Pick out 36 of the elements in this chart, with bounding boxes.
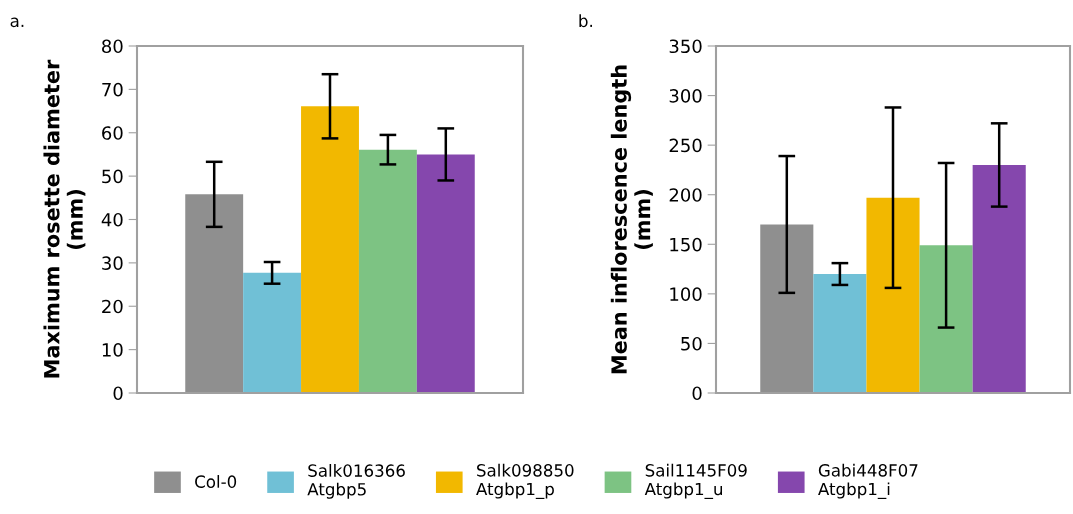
legend-label: Sail1145F09 Atgbp1_u: [644, 463, 747, 499]
y-tick-label: 30: [102, 256, 123, 270]
chart-title: b.: [579, 14, 593, 28]
y-tick-label: 60: [102, 126, 123, 140]
legend-label: Salk098850 Atgbp1_p: [476, 463, 574, 499]
bar: [416, 154, 475, 393]
bar: [866, 197, 920, 393]
y-tick-label: 100: [670, 287, 702, 301]
bar: [243, 272, 302, 393]
y-tick-label: 80: [102, 39, 123, 54]
y-tick-label: 20: [102, 299, 123, 314]
y-tick-label: 0: [113, 386, 123, 401]
legend-label: Salk016366 Atgbp5: [307, 463, 405, 499]
y-axis-title: Mean inflorescence length (mm): [610, 65, 653, 374]
y-tick-label: 300: [669, 89, 702, 103]
y-tick-label: 250: [669, 138, 702, 153]
legend-label: Gabi448F07 Atgbp1_i: [818, 463, 918, 499]
bar: [919, 245, 973, 393]
y-tick-label: 40: [101, 212, 123, 227]
bar: [813, 274, 867, 393]
bar: [760, 224, 814, 393]
y-tick-label: 50: [681, 336, 702, 351]
y-tick-label: 0: [692, 386, 702, 401]
y-tick-label: 50: [102, 169, 123, 184]
y-axis-title: Maximum rosette diameter (mm): [43, 59, 86, 378]
y-tick-label: 200: [669, 188, 702, 202]
y-tick-label: 70: [102, 82, 123, 97]
bar: [185, 194, 244, 393]
bar: [972, 164, 1026, 393]
y-tick-label: 150: [670, 237, 702, 252]
chart-title: a.: [10, 17, 24, 28]
y-tick-label: 350: [669, 39, 702, 54]
y-tick-label: 10: [102, 343, 123, 357]
bar: [301, 106, 359, 393]
legend-label: Col-0: [195, 475, 237, 488]
bar: [358, 149, 417, 393]
